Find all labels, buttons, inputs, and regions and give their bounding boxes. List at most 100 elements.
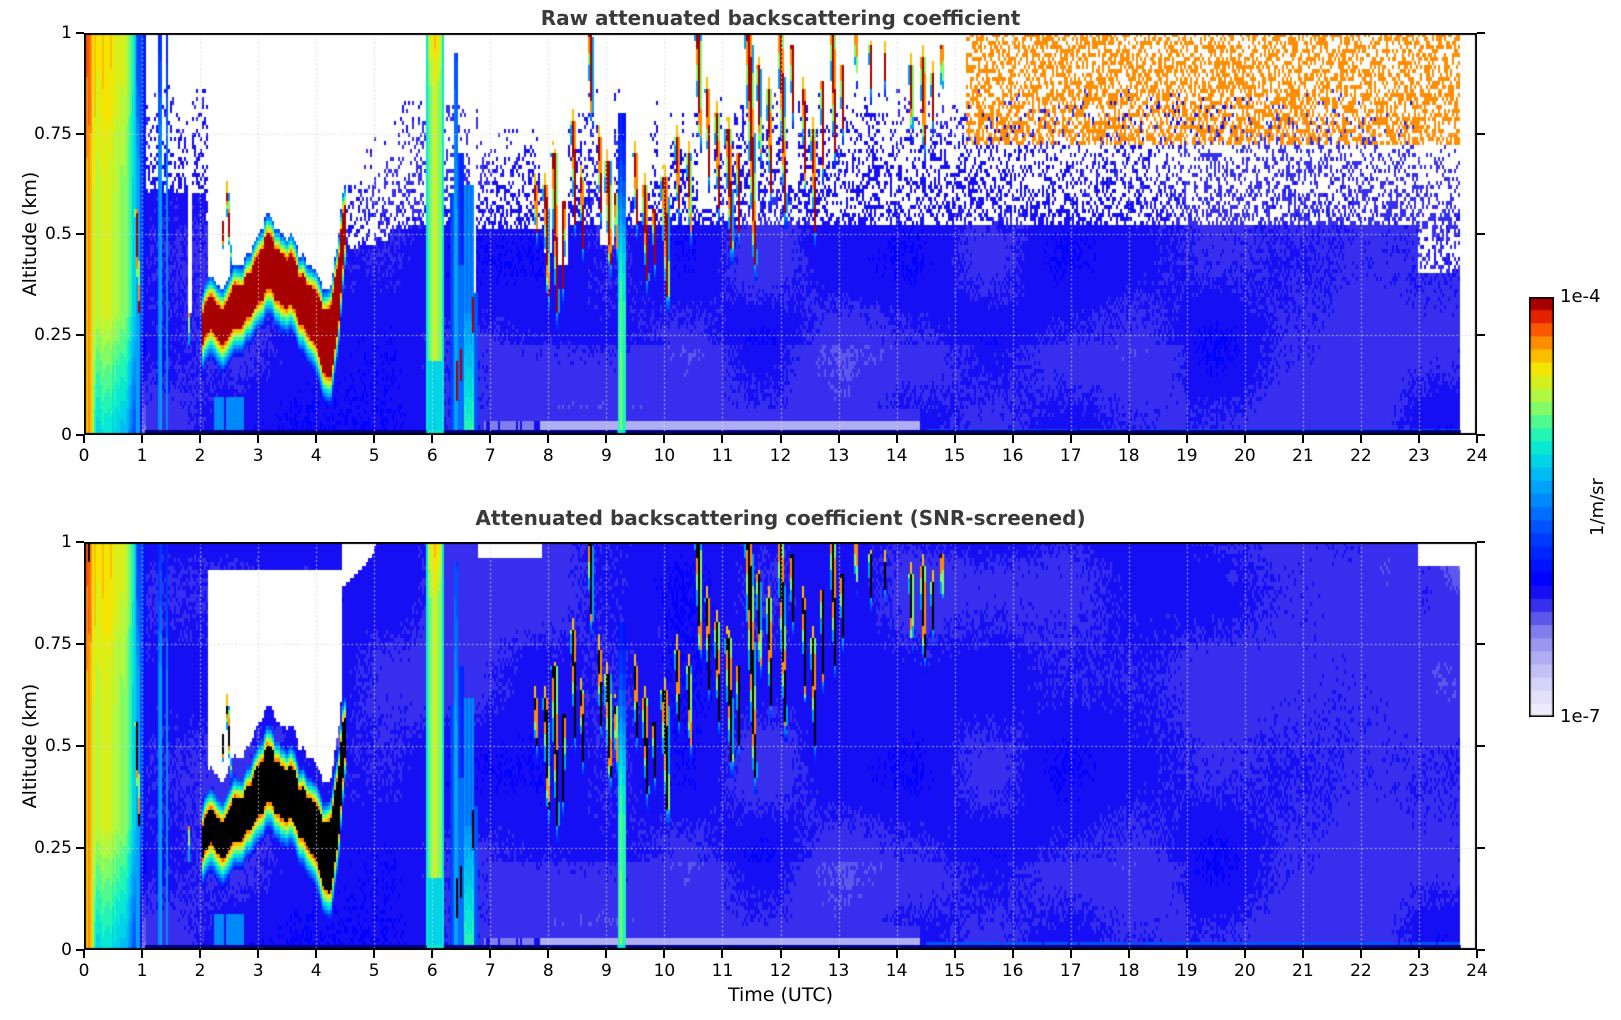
x-tick-label: 22 [1350,446,1372,466]
x-tick [953,435,956,443]
x-tick [1301,950,1304,958]
x-tick [83,950,85,958]
y-tick-label: 0.75 [34,634,72,654]
x-tick [547,435,550,443]
x-tick [721,435,724,443]
x-tick-label: 3 [252,446,264,466]
x-tick-label: 20 [1234,961,1256,981]
y-tick-label: 0.25 [34,324,72,345]
x-tick-label: 4 [310,446,322,466]
x-tick-label: 18 [1117,961,1140,981]
x-tick-label: 1 [136,961,148,981]
heatmap-screened [84,542,1477,950]
colorbar [1529,297,1554,717]
x-tick-label: 21 [1292,446,1314,466]
panel-title-screened: Attenuated backscattering coefficient (S… [475,506,1086,530]
x-tick [1417,435,1420,443]
x-tick-label: 6 [426,446,438,466]
y-tick [76,132,84,135]
x-tick-label: 5 [368,961,380,981]
x-tick [1011,950,1014,958]
x-tick [141,435,144,443]
x-tick-label: 14 [885,961,908,981]
x-tick [895,435,898,443]
x-tick-label: 15 [943,961,966,981]
y-tick-right [1477,949,1485,951]
y-tick-label: 1 [61,23,72,43]
x-tick [373,435,376,443]
x-tick-label: 1 [136,446,148,466]
x-tick [663,435,666,443]
x-tick-label: 24 [1466,961,1488,981]
y-tick-right [1477,233,1485,235]
x-tick-label: 23 [1408,961,1430,981]
x-tick [779,950,782,958]
x-tick-label: 2 [194,446,206,466]
colorbar-max-label: 1e-4 [1560,286,1601,307]
y-tick-right [1477,643,1485,645]
x-tick-label: 19 [1175,961,1198,981]
y-tick [76,745,84,747]
x-tick [199,950,202,958]
x-tick-label: 5 [368,446,380,466]
x-tick [199,435,202,443]
x-tick-label: 2 [194,961,206,981]
x-tick-label: 16 [1001,961,1024,981]
x-tick [257,950,260,958]
y-tick-label: 0.5 [44,224,72,244]
x-tick [1185,435,1188,443]
x-tick-label: 13 [827,961,850,981]
x-tick [605,435,608,443]
x-tick-label: 7 [484,961,496,981]
x-axis-label: Time (UTC) [727,984,834,1006]
x-tick-label: 9 [600,961,612,981]
x-tick [1069,435,1072,443]
x-tick-label: 9 [600,446,612,466]
y-tick-right [1477,333,1485,336]
y-tick [76,233,84,235]
x-tick [779,435,782,443]
x-tick-label: 12 [769,446,792,466]
y-tick [76,32,84,34]
x-tick-label: 17 [1059,961,1082,981]
x-tick-label: 11 [711,961,734,981]
x-tick [489,435,492,443]
x-tick [1185,950,1188,958]
x-tick-label: 8 [542,446,554,466]
y-tick-label: 0.5 [44,736,72,756]
x-tick [1243,950,1246,958]
y-tick [76,847,84,849]
x-tick [953,950,956,958]
x-tick-label: 3 [252,961,264,981]
x-tick [1069,950,1072,958]
x-tick-label: 12 [769,961,792,981]
x-tick [605,950,608,958]
x-tick-label: 17 [1059,446,1082,466]
y-tick [76,541,84,543]
y-tick-label: 0 [61,940,72,960]
x-tick-label: 15 [943,446,966,466]
y-tick [76,949,84,951]
y-tick-label: 0 [61,425,72,445]
x-tick [489,950,492,958]
x-tick-label: 8 [542,961,554,981]
y-tick-right [1477,32,1485,34]
x-tick [1359,950,1362,958]
x-tick [895,950,898,958]
x-tick [373,950,376,958]
x-tick-label: 24 [1466,446,1488,466]
x-tick-label: 14 [885,446,908,466]
x-tick [1243,435,1246,443]
x-tick [1127,435,1130,443]
x-tick-label: 13 [827,446,850,466]
x-tick [837,950,840,958]
y-tick-right [1477,745,1485,747]
x-tick-label: 10 [653,446,676,466]
y-tick [76,434,84,436]
x-tick-label: 19 [1175,446,1198,466]
x-tick-label: 22 [1350,961,1372,981]
x-tick [1011,435,1014,443]
x-tick-label: 21 [1292,961,1314,981]
x-tick [83,435,85,443]
x-tick [721,950,724,958]
